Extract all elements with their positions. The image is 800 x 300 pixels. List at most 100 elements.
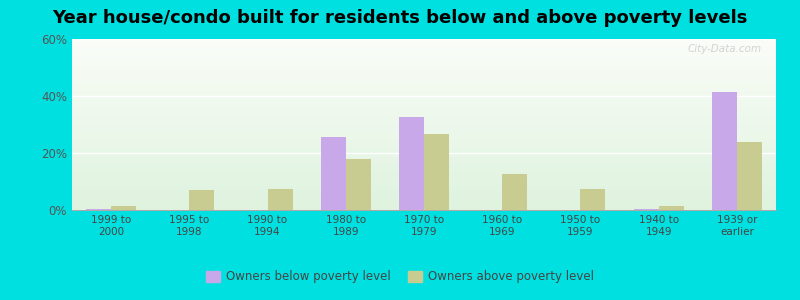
Bar — [72, 75, 776, 76]
Bar — [72, 205, 776, 207]
Bar — [72, 53, 776, 54]
Bar — [72, 198, 776, 200]
Bar — [72, 68, 776, 70]
Bar — [72, 193, 776, 195]
Bar — [72, 196, 776, 198]
Bar — [72, 114, 776, 116]
Bar — [712, 92, 737, 210]
Bar — [72, 176, 776, 178]
Bar — [72, 181, 776, 183]
Bar — [72, 42, 776, 44]
Bar — [72, 95, 776, 97]
Bar — [72, 128, 776, 130]
Bar — [72, 154, 776, 155]
Bar — [424, 134, 449, 210]
Bar — [72, 157, 776, 159]
Bar — [72, 130, 776, 131]
Bar — [72, 159, 776, 161]
Bar — [72, 100, 776, 102]
Text: City-Data.com: City-Data.com — [688, 44, 762, 54]
Bar — [72, 90, 776, 92]
Bar — [72, 87, 776, 88]
Bar — [72, 88, 776, 90]
Bar — [72, 71, 776, 73]
Bar — [72, 164, 776, 166]
Bar — [72, 54, 776, 56]
Bar — [72, 121, 776, 123]
Bar — [72, 44, 776, 46]
Bar — [72, 160, 776, 162]
Bar — [634, 208, 658, 210]
Bar — [72, 111, 776, 112]
Bar — [72, 80, 776, 82]
Bar — [72, 148, 776, 150]
Bar — [72, 184, 776, 186]
Bar — [72, 190, 776, 191]
Bar — [72, 178, 776, 179]
Bar — [72, 186, 776, 188]
Bar — [72, 167, 776, 169]
Bar — [658, 206, 684, 210]
Bar — [72, 97, 776, 99]
Bar — [399, 117, 424, 210]
Bar — [72, 147, 776, 148]
Bar — [72, 150, 776, 152]
Bar — [72, 94, 776, 95]
Bar — [72, 39, 776, 41]
Bar — [72, 119, 776, 121]
Bar — [502, 174, 527, 210]
Bar — [72, 169, 776, 171]
Bar — [72, 155, 776, 157]
Bar — [72, 131, 776, 133]
Bar — [72, 179, 776, 181]
Bar — [72, 65, 776, 66]
Bar — [72, 83, 776, 85]
Bar — [111, 206, 136, 210]
Legend: Owners below poverty level, Owners above poverty level: Owners below poverty level, Owners above… — [201, 266, 599, 288]
Bar — [72, 166, 776, 167]
Bar — [72, 59, 776, 61]
Bar — [72, 145, 776, 147]
Bar — [72, 58, 776, 59]
Bar — [72, 46, 776, 48]
Bar — [72, 183, 776, 184]
Bar — [72, 140, 776, 142]
Bar — [72, 99, 776, 100]
Bar — [72, 138, 776, 140]
Bar — [321, 137, 346, 210]
Bar — [581, 189, 606, 210]
Bar — [72, 70, 776, 71]
Bar — [86, 208, 111, 210]
Bar — [72, 109, 776, 111]
Bar — [72, 191, 776, 193]
Bar — [72, 82, 776, 83]
Bar — [72, 135, 776, 137]
Bar — [72, 152, 776, 154]
Bar — [72, 56, 776, 58]
Bar — [72, 92, 776, 94]
Bar — [72, 124, 776, 126]
Bar — [72, 49, 776, 51]
Text: Year house/condo built for residents below and above poverty levels: Year house/condo built for residents bel… — [52, 9, 748, 27]
Bar — [72, 174, 776, 176]
Bar — [72, 203, 776, 205]
Bar — [72, 48, 776, 49]
Bar — [72, 51, 776, 53]
Bar — [72, 126, 776, 128]
Bar — [72, 202, 776, 203]
Bar — [72, 143, 776, 145]
Bar — [72, 61, 776, 63]
Bar — [72, 133, 776, 135]
Bar — [72, 112, 776, 114]
Bar — [267, 189, 293, 210]
Bar — [72, 63, 776, 65]
Bar — [72, 188, 776, 190]
Bar — [72, 200, 776, 202]
Bar — [72, 78, 776, 80]
Bar — [72, 66, 776, 68]
Bar — [72, 162, 776, 164]
Bar — [72, 102, 776, 104]
Bar — [72, 85, 776, 87]
Bar — [72, 136, 776, 138]
Bar — [72, 76, 776, 78]
